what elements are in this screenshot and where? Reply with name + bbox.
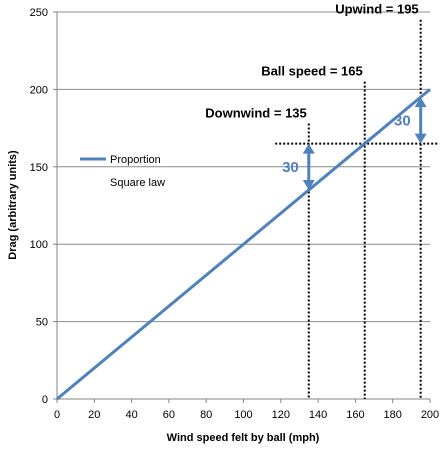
x-tick-label-80: 80	[200, 409, 212, 421]
legend: Proportion Square law	[80, 154, 165, 189]
gridlines	[57, 11, 430, 323]
x-axis-title: Wind speed felt by ball (mph)	[167, 432, 320, 444]
series-lines	[56, 88, 431, 401]
y-tick-label-250: 250	[30, 7, 48, 19]
y-tick-label-150: 150	[30, 162, 48, 174]
x-tick-label-20: 20	[88, 409, 100, 421]
x-tick-label-40: 40	[125, 409, 137, 421]
x-tick-label-100: 100	[234, 409, 252, 421]
x-tick-labels: 0 20 40 60 80 100 120 140 160 180 200	[54, 409, 439, 421]
x-tick-label-120: 120	[272, 409, 290, 421]
x-tick-label-160: 160	[346, 409, 364, 421]
axes	[53, 11, 431, 403]
difference-arrow-head-bottom-0	[302, 180, 315, 191]
difference-arrow-head-top-1	[414, 97, 427, 108]
annotation-ball: Ball speed = 165	[261, 64, 363, 79]
x-tick-label-0: 0	[54, 409, 60, 421]
x-tick-label-60: 60	[163, 409, 175, 421]
difference-label-1: 30	[394, 112, 411, 129]
x-tick-label-180: 180	[384, 409, 402, 421]
legend-label-proportion: Proportion	[110, 154, 161, 166]
y-tick-labels: 0 50 100 150 200 250	[30, 7, 48, 406]
difference-arrow-head-top-0	[302, 143, 315, 154]
annotation-upwind: Upwind = 195	[335, 2, 418, 17]
legend-label-square-law: Square law	[110, 177, 165, 189]
difference-arrows: 30 30	[282, 97, 427, 191]
y-tick-label-100: 100	[30, 239, 48, 251]
y-axis-title: Drag (arbitrary units)	[7, 150, 19, 260]
y-tick-label-50: 50	[36, 317, 48, 329]
x-tick-label-200: 200	[421, 409, 439, 421]
y-tick-label-0: 0	[42, 394, 48, 406]
x-tick-label-140: 140	[309, 409, 327, 421]
annotation-downwind: Downwind = 135	[205, 105, 307, 120]
difference-arrow-head-bottom-1	[414, 133, 427, 144]
series-line-proportion	[56, 88, 431, 401]
y-tick-label-200: 200	[30, 84, 48, 96]
difference-label-0: 30	[282, 159, 299, 176]
annotations: Downwind = 135 Ball speed = 165 Upwind = 1…	[205, 2, 418, 121]
